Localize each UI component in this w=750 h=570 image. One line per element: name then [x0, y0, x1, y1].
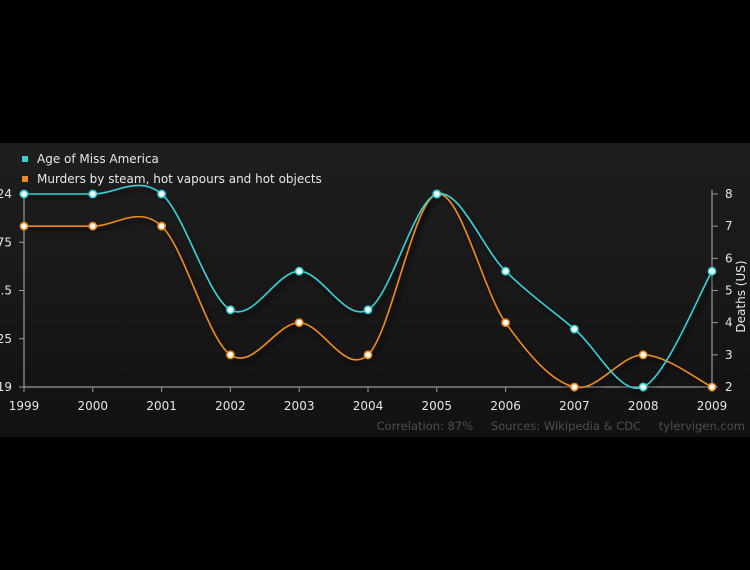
data-point-miss-america: [88, 189, 98, 199]
left-tick-label: 25: [0, 332, 12, 346]
x-tick-label: 2000: [78, 399, 109, 413]
legend-label-miss-america: Age of Miss America: [37, 152, 159, 166]
data-point-miss-america: [157, 189, 166, 199]
data-point-murders: [707, 382, 717, 392]
data-point-murders: [225, 350, 235, 360]
right-tick-label: 2: [725, 380, 733, 394]
data-point-murders: [88, 221, 98, 231]
data-point-murders: [501, 318, 510, 328]
data-point-murders: [363, 350, 373, 360]
x-tick-label: 2006: [490, 399, 521, 413]
x-tick-label: 2004: [353, 399, 384, 413]
data-point-miss-america: [501, 266, 510, 276]
left-tick-label: 24: [0, 187, 12, 201]
x-tick-label: 2007: [559, 399, 590, 413]
data-point-miss-america: [432, 189, 442, 199]
legend-item-miss-america: Age of Miss America: [22, 152, 159, 166]
x-tick-label: 1999: [9, 399, 40, 413]
x-tick-label: 2003: [284, 399, 315, 413]
data-point-murders: [19, 221, 29, 231]
x-tick-label: 2002: [215, 399, 246, 413]
data-point-miss-america: [363, 305, 373, 315]
chart-credits: Correlation: 87% Sources: Wikipedia & CD…: [377, 419, 745, 433]
correlation-text: Correlation: 87%: [376, 419, 474, 433]
x-tick-label: 2005: [422, 399, 453, 413]
data-point-murders: [294, 318, 304, 328]
legend-label-murders: Murders by steam, hot vapours and hot ob…: [37, 172, 322, 186]
data-point-murders: [570, 382, 579, 392]
left-tick-label: 19: [0, 380, 12, 394]
chart-panel: [0, 143, 750, 437]
x-tick-label: 2009: [697, 399, 728, 413]
right-axis-title: Deaths (US): [734, 260, 748, 332]
right-tick-label: 6: [725, 251, 733, 265]
right-tick-label: 7: [725, 219, 733, 233]
left-tick-label: 75: [0, 235, 12, 249]
right-tick-label: 8: [725, 187, 733, 201]
site-link[interactable]: tylervigen.com: [658, 419, 745, 433]
legend-swatch-teal: [22, 155, 28, 162]
legend-item-murders: Murders by steam, hot vapours and hot ob…: [22, 172, 322, 186]
x-tick-label: 2008: [628, 399, 659, 413]
right-tick-label: 3: [725, 348, 733, 362]
data-point-murders: [157, 221, 166, 231]
sources-text: Sources: Wikipedia & CDC: [490, 419, 642, 433]
data-point-miss-america: [19, 189, 29, 199]
right-tick-label: 5: [725, 284, 733, 298]
right-tick-label: 4: [725, 316, 733, 330]
data-point-murders: [638, 350, 648, 360]
data-point-miss-america: [638, 382, 648, 392]
left-tick-label: 1.5: [0, 284, 12, 298]
data-point-miss-america: [225, 305, 235, 315]
data-point-miss-america: [707, 266, 717, 276]
x-tick-label: 2001: [146, 399, 177, 413]
data-point-miss-america: [570, 324, 579, 334]
data-point-miss-america: [294, 266, 304, 276]
legend-swatch-orange: [22, 175, 28, 182]
